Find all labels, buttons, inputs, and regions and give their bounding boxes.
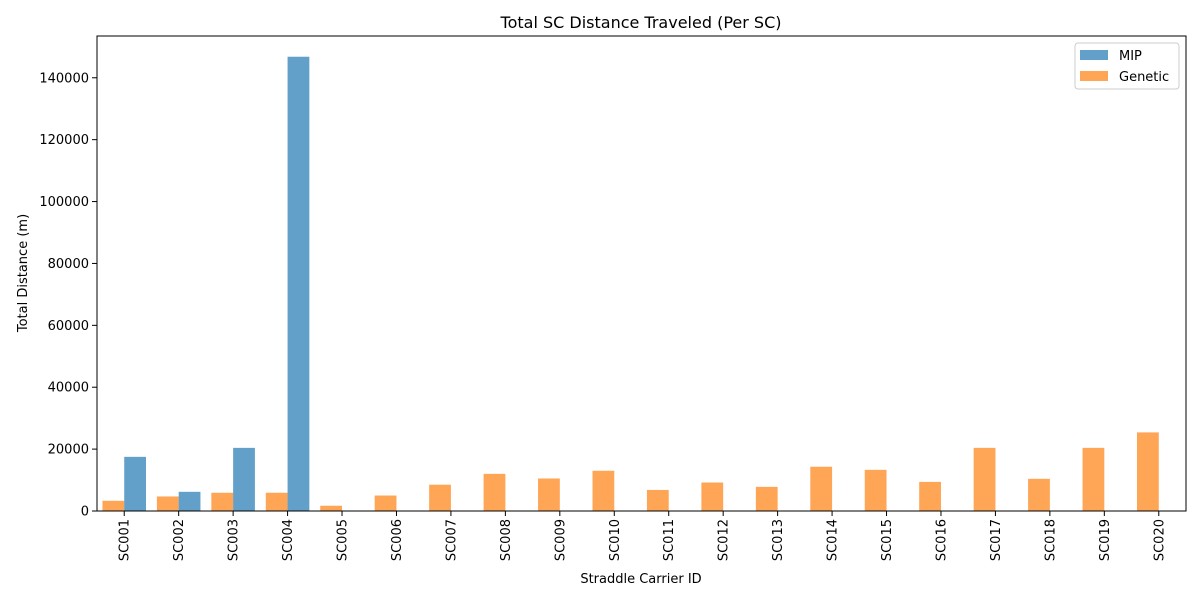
bar-genetic-sc013 bbox=[755, 486, 778, 511]
x-axis: SC001 SC002 SC003 SC004 SC005 SC006 SC007 SC008… bbox=[118, 511, 1167, 561]
x-tick-label: SC010 bbox=[608, 519, 623, 561]
bar-genetic-sc014 bbox=[810, 466, 833, 511]
x-tick-label: SC005 bbox=[336, 519, 351, 561]
bar-genetic-sc020 bbox=[1136, 432, 1159, 511]
y-tick-label: 40000 bbox=[48, 381, 89, 396]
x-tick-label: SC018 bbox=[1043, 519, 1058, 561]
bar-genetic-sc010 bbox=[592, 470, 615, 511]
bar-genetic-sc005 bbox=[320, 505, 343, 511]
y-tick-label: 0 bbox=[81, 505, 89, 520]
y-tick-label: 20000 bbox=[48, 443, 89, 458]
plot-frame bbox=[96, 35, 1187, 512]
legend-label-genetic: Genetic bbox=[1119, 70, 1169, 85]
x-tick-label: SC009 bbox=[553, 519, 568, 561]
bars-layer bbox=[102, 56, 1159, 511]
y-axis-label: Total Distance (m) bbox=[16, 214, 31, 333]
bar-genetic-sc006 bbox=[374, 495, 397, 511]
bar-genetic-sc018 bbox=[1028, 478, 1050, 511]
bar-genetic-sc004 bbox=[265, 492, 288, 511]
legend-swatch-genetic bbox=[1080, 71, 1108, 81]
x-tick-label: SC003 bbox=[227, 519, 242, 561]
legend-swatch-mip bbox=[1080, 50, 1108, 60]
x-tick-label: SC012 bbox=[717, 519, 732, 561]
x-tick-label: SC014 bbox=[826, 519, 841, 561]
y-tick-label: 120000 bbox=[39, 133, 89, 148]
bar-mip-sc001 bbox=[124, 456, 147, 511]
y-tick-label: 140000 bbox=[39, 71, 89, 86]
bar-mip-sc002 bbox=[178, 491, 201, 511]
x-tick-label: SC011 bbox=[662, 519, 677, 561]
bar-genetic-sc015 bbox=[864, 469, 887, 511]
legend: MIP Genetic bbox=[1074, 42, 1180, 90]
x-tick-label: SC001 bbox=[118, 519, 133, 561]
x-tick-label: SC015 bbox=[880, 519, 895, 561]
x-axis-label: Straddle Carrier ID bbox=[580, 572, 701, 587]
x-tick-label: SC002 bbox=[172, 519, 187, 561]
bar-genetic-sc007 bbox=[429, 484, 451, 511]
legend-label-mip: MIP bbox=[1119, 49, 1142, 64]
bar-genetic-sc003 bbox=[211, 492, 234, 511]
bar-genetic-sc008 bbox=[483, 473, 506, 511]
bar-genetic-sc016 bbox=[919, 481, 941, 511]
x-tick-label: SC006 bbox=[390, 519, 405, 561]
y-tick-label: 100000 bbox=[39, 195, 89, 210]
x-tick-label: SC004 bbox=[281, 519, 296, 561]
bar-genetic-sc001 bbox=[102, 500, 125, 511]
bar-genetic-sc011 bbox=[646, 489, 669, 511]
x-tick-label: SC020 bbox=[1152, 519, 1167, 561]
bar-genetic-sc012 bbox=[701, 482, 724, 511]
bar-mip-sc003 bbox=[233, 447, 255, 511]
x-tick-label: SC013 bbox=[771, 519, 786, 561]
bar-mip-sc004 bbox=[287, 56, 310, 511]
y-tick-label: 60000 bbox=[48, 319, 89, 334]
bar-genetic-sc019 bbox=[1082, 447, 1105, 511]
x-tick-label: SC016 bbox=[934, 519, 949, 561]
x-tick-label: SC007 bbox=[444, 519, 459, 561]
chart-title: Total SC Distance Traveled (Per SC) bbox=[500, 13, 782, 32]
bar-genetic-sc009 bbox=[538, 478, 560, 511]
x-tick-label: SC017 bbox=[989, 519, 1004, 561]
y-tick-label: 80000 bbox=[48, 257, 89, 272]
x-tick-label: SC019 bbox=[1098, 519, 1113, 561]
bar-genetic-sc002 bbox=[156, 496, 179, 511]
x-tick-label: SC008 bbox=[499, 519, 514, 561]
y-axis: 0 20000 40000 60000 80000 100000 120000 140000 bbox=[39, 71, 97, 520]
bar-genetic-sc017 bbox=[973, 447, 996, 511]
